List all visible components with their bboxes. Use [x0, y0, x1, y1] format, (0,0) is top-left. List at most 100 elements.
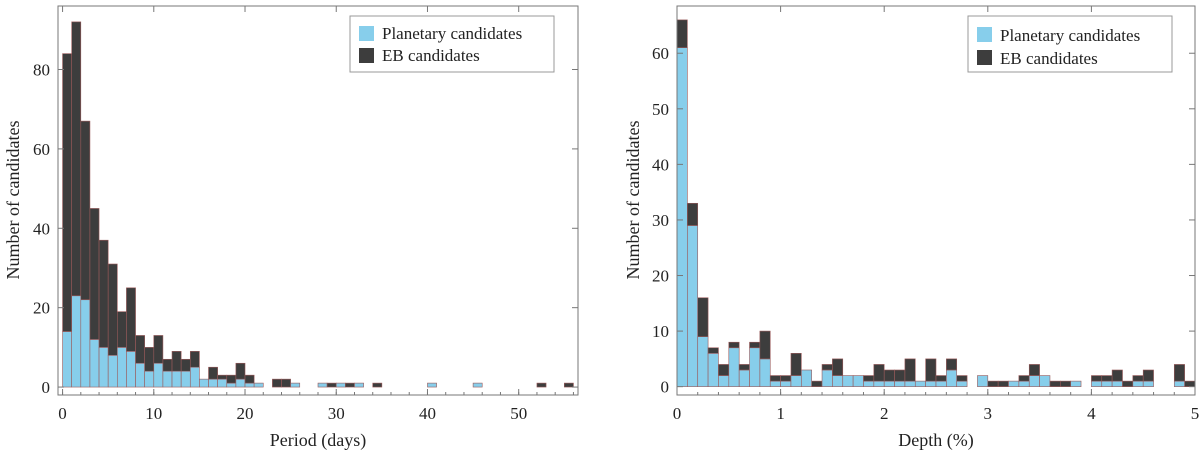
- period-y-tick-label: 20: [33, 299, 50, 318]
- depth-planetary-bar-32: [1008, 380, 1020, 387]
- depth-eb-bar-8: [759, 330, 771, 360]
- period-legend-box: [349, 15, 555, 73]
- depth-planetary-bar-25: [935, 380, 947, 387]
- period-x-tick-label: 0: [58, 404, 67, 423]
- period-eb-bar-23: [272, 378, 282, 388]
- period-planetary-bar-8: [135, 362, 145, 388]
- period-y-tick-label: 0: [42, 378, 51, 397]
- period-planetary-bar-13: [180, 370, 191, 388]
- depth-eb-bar-10: [780, 375, 792, 382]
- depth-eb-bar-3: [707, 347, 719, 354]
- period-planetary-bar-40: [427, 382, 437, 388]
- period-x-tick-label: 10: [145, 404, 162, 423]
- depth-planetary-bar-10: [780, 380, 792, 387]
- depth-eb-bar-21: [894, 369, 906, 382]
- depth-y-ticks: 0 10 20 30 40 50 60: [652, 44, 1195, 397]
- period-eb-bar-52: [536, 382, 547, 388]
- period-eb-bar-5: [107, 263, 118, 356]
- period-eb-bar-4: [98, 239, 109, 348]
- depth-eb-bar-36: [1049, 380, 1061, 387]
- depth-y-tick-label: 10: [652, 322, 669, 341]
- depth-eb-bar-13: [811, 380, 823, 387]
- period-legend-planetary-label: Planetary candidates: [382, 24, 522, 43]
- period-legend-eb-label: EB candidates: [382, 46, 480, 65]
- period-eb-bar-31: [345, 382, 355, 388]
- depth-planetary-bar-24: [925, 380, 937, 387]
- depth-eb-bar-30: [987, 380, 999, 387]
- depth-planetary-bar-7: [749, 347, 761, 387]
- depth-eb-bar-44: [1132, 375, 1144, 382]
- depth-eb-bar-9: [769, 375, 781, 382]
- depth-legend-planetary-swatch: [977, 27, 992, 42]
- depth-y-tick-label: 20: [652, 267, 669, 286]
- depth-planetary-bar-26: [946, 369, 958, 387]
- period-planetary-bar-20: [244, 382, 255, 388]
- period-eb-bar-7: [126, 287, 136, 352]
- depth-planetary-bar-1: [687, 225, 699, 387]
- period-y-axis-label: Number of candidates: [3, 121, 23, 280]
- period-eb-bar-2: [80, 120, 91, 301]
- depth-planetary-bar-2: [697, 336, 709, 387]
- depth-y-tick-label: 50: [652, 100, 669, 119]
- depth-eb-bar-11: [790, 353, 802, 376]
- depth-planetary-bar-0: [676, 47, 688, 387]
- depth-eb-bar-6: [738, 364, 750, 371]
- depth-eb-bar-27: [956, 375, 968, 382]
- period-planetary-bar-18: [226, 382, 237, 388]
- depth-eb-bar-14: [821, 364, 833, 371]
- period-eb-bar-12: [171, 351, 182, 372]
- depth-planetary-bar-45: [1142, 380, 1154, 387]
- period-eb-bar-55: [564, 382, 574, 388]
- period-eb-bar-14: [189, 351, 200, 368]
- period-planetary-bar-3: [89, 339, 100, 388]
- depth-x-ticks: 0 1 2 3 4 5: [673, 6, 1199, 423]
- period-x-tick-label: 20: [237, 404, 254, 423]
- period-legend-eb-swatch: [359, 48, 374, 63]
- depth-eb-bar-7: [749, 341, 761, 349]
- depth-eb-bar-37: [1060, 380, 1071, 387]
- period-planetary-bar-15: [199, 378, 209, 388]
- period-eb-bar-3: [89, 208, 100, 340]
- depth-planetary-bar-23: [914, 380, 926, 387]
- period-y-tick-label: 60: [33, 140, 50, 159]
- period-eb-bar-16: [208, 366, 218, 380]
- period-eb-bar-19: [235, 362, 246, 380]
- period-planetary-bar-19: [235, 378, 246, 388]
- period-y-ticks: 0 20 40 60 80: [33, 61, 578, 397]
- depth-planetary-bar-33: [1018, 380, 1030, 387]
- period-legend: Planetary candidates EB candidates: [349, 15, 555, 73]
- depth-eb-bar-19: [873, 364, 885, 382]
- period-planetary-bar-1: [71, 295, 82, 388]
- depth-legend-eb-swatch: [977, 50, 992, 65]
- depth-eb-bar-25: [935, 375, 947, 382]
- depth-eb-bar-43: [1122, 380, 1134, 387]
- depth-eb-bar-2: [697, 297, 709, 337]
- depth-x-tick-label: 1: [776, 404, 785, 423]
- period-eb-bar-0: [62, 53, 72, 332]
- period-x-tick-label: 40: [419, 404, 436, 423]
- period-planetary-bar-12: [171, 370, 182, 388]
- period-planetary-bar-11: [162, 370, 173, 388]
- depth-eb-bar-45: [1142, 369, 1154, 382]
- period-x-axis-label: Period (days): [270, 430, 366, 451]
- depth-eb-bar-24: [925, 358, 937, 382]
- depth-eb-bar-34: [1028, 364, 1040, 376]
- period-eb-bar-1: [71, 21, 82, 297]
- depth-legend-box: [967, 15, 1173, 73]
- depth-planetary-bar-48: [1173, 380, 1185, 387]
- depth-planetary-bar-11: [790, 375, 802, 387]
- period-planetary-bar-6: [116, 347, 127, 388]
- period-planetary-bar-0: [62, 331, 72, 388]
- period-legend-planetary-swatch: [359, 26, 374, 41]
- depth-planetary-bar-27: [956, 380, 968, 387]
- depth-planetary-bar-22: [904, 380, 916, 387]
- depth-planetary-bar-14: [821, 369, 833, 387]
- depth-eb-bar-1: [687, 202, 699, 226]
- depth-histogram-bars: [676, 19, 1196, 387]
- depth-plot-frame: [676, 5, 1196, 396]
- period-x-ticks: 0 10 20 30 40 50: [58, 6, 574, 423]
- period-eb-bar-18: [226, 374, 237, 384]
- depth-planetary-bar-21: [894, 380, 906, 387]
- depth-y-axis-label: Number of candidates: [623, 121, 643, 280]
